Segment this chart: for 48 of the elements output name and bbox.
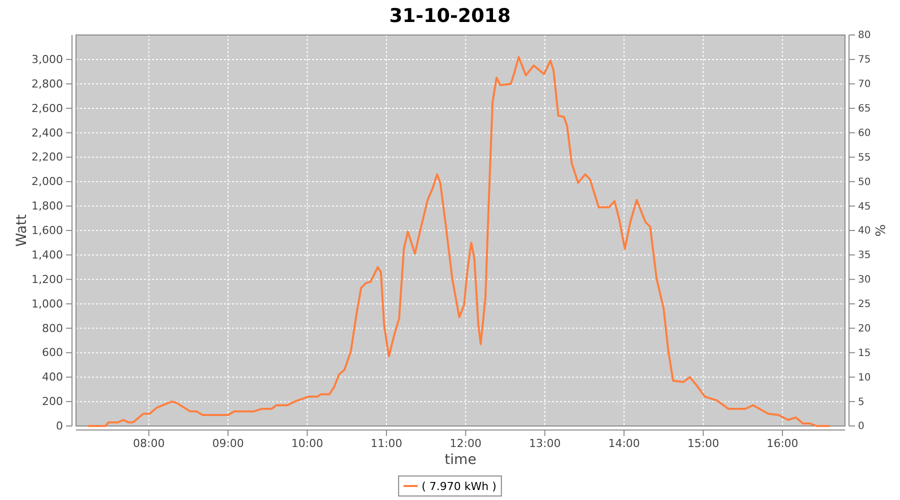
y-tick-label: 600 xyxy=(42,346,63,360)
y2-tick-label: 0 xyxy=(858,421,864,432)
y2-tick-label: 5 xyxy=(858,396,864,408)
y-tick-label: 800 xyxy=(42,322,63,335)
y2-tick-label: 65 xyxy=(858,104,871,115)
y2-tick-label: 10 xyxy=(858,372,871,384)
y2-tick-label: 45 xyxy=(858,201,871,212)
y2-tick-label: 25 xyxy=(858,299,871,310)
x-tick-label: 12:00 xyxy=(450,436,482,450)
y2-tick-label: 30 xyxy=(858,274,871,286)
y-tick-label: 1,600 xyxy=(32,224,63,238)
y-tick-label: 2,800 xyxy=(32,77,63,90)
x-tick-label: 11:00 xyxy=(370,436,402,450)
y-tick-label: 1,000 xyxy=(32,297,63,310)
y-tick-label: 1,800 xyxy=(32,200,63,213)
y2-tick-label: 55 xyxy=(858,152,871,164)
y2-tick-label: 15 xyxy=(858,348,871,359)
y-tick-label: 2,000 xyxy=(32,175,63,188)
y2-tick-label: 50 xyxy=(858,176,871,188)
x-axis-title: time xyxy=(444,452,476,468)
y-axis-title: Watt xyxy=(14,214,30,247)
x-tick-label: 16:00 xyxy=(766,436,798,450)
y2-tick-label: 40 xyxy=(858,226,871,237)
y2-tick-label: 70 xyxy=(858,79,871,90)
y2-tick-label: 75 xyxy=(858,54,871,66)
y-tick-label: 0 xyxy=(56,420,63,433)
y2-axis-title: % xyxy=(874,224,889,237)
x-tick-label: 08:00 xyxy=(133,436,165,450)
chart-title: 31-10-2018 xyxy=(389,5,511,27)
x-tick-label: 15:00 xyxy=(687,436,720,450)
legend-label: ( 7.970 kWh ) xyxy=(422,480,496,493)
y2-tick-label: 20 xyxy=(858,323,871,334)
y-tick-label: 1,200 xyxy=(32,272,63,286)
y-tick-label: 3,000 xyxy=(32,52,63,66)
x-tick-label: 13:00 xyxy=(528,436,561,450)
x-tick-label: 09:00 xyxy=(212,436,244,450)
y-tick-label: 200 xyxy=(42,395,63,408)
x-tick-label: 10:00 xyxy=(291,436,324,450)
y-tick-label: 2,400 xyxy=(32,126,63,140)
y2-tick-label: 80 xyxy=(858,30,871,42)
y-tick-label: 400 xyxy=(42,370,63,384)
line-series xyxy=(86,56,831,427)
y-tick-label: 1,400 xyxy=(32,248,63,262)
x-tick-label: 14:00 xyxy=(608,436,640,450)
y-tick-label: 2,600 xyxy=(32,102,63,115)
y-tick-label: 2,200 xyxy=(32,150,63,164)
y2-tick-label: 60 xyxy=(858,128,871,139)
y2-tick-label: 35 xyxy=(858,250,871,262)
